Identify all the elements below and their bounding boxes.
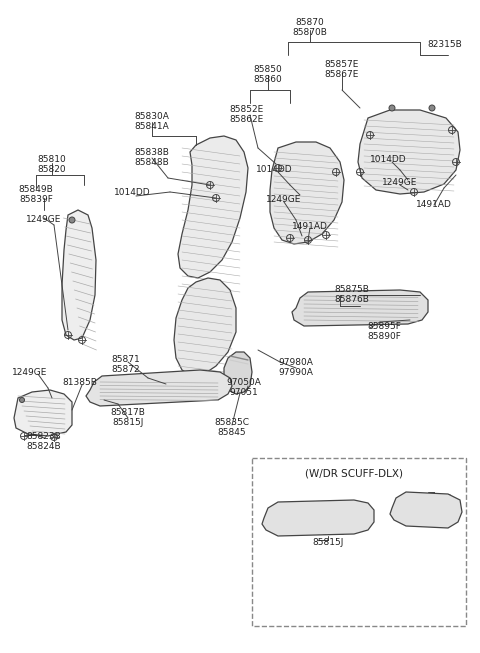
Text: 1249GE: 1249GE (26, 215, 62, 224)
Text: 85895F
85890F: 85895F 85890F (417, 494, 451, 513)
Text: 1249GE: 1249GE (12, 368, 48, 377)
Text: 85835C
85845: 85835C 85845 (215, 418, 250, 438)
Text: 85817B
85815J: 85817B 85815J (110, 408, 145, 428)
Text: 85857E
85867E: 85857E 85867E (325, 60, 359, 80)
Circle shape (20, 398, 24, 402)
Polygon shape (86, 370, 232, 406)
Text: 85817B
85815J: 85817B 85815J (311, 528, 346, 547)
Text: 85870
85870B: 85870 85870B (293, 18, 327, 37)
Text: 85871
85872: 85871 85872 (112, 355, 140, 374)
Text: 85823B
85824B: 85823B 85824B (26, 432, 61, 451)
Text: 81385B: 81385B (62, 378, 97, 387)
Polygon shape (14, 390, 72, 436)
Text: 97050A
97051: 97050A 97051 (227, 378, 262, 398)
Polygon shape (390, 492, 462, 528)
Polygon shape (270, 142, 344, 244)
Text: 85810
85820: 85810 85820 (37, 155, 66, 174)
Text: 82315B: 82315B (428, 40, 462, 49)
Text: 1249GE: 1249GE (266, 195, 302, 204)
Circle shape (69, 217, 75, 223)
Text: (W/DR SCUFF-DLX): (W/DR SCUFF-DLX) (305, 468, 403, 478)
Circle shape (389, 105, 395, 111)
Text: 85850
85860: 85850 85860 (253, 65, 282, 84)
Polygon shape (292, 290, 428, 326)
Bar (252, 458, 466, 626)
Text: 85849B
85839F: 85849B 85839F (19, 185, 53, 204)
Text: 85875B
85876B: 85875B 85876B (335, 285, 370, 304)
Polygon shape (62, 210, 96, 340)
Text: 85830A
85841A: 85830A 85841A (134, 112, 169, 131)
Text: 1014DD: 1014DD (370, 155, 406, 164)
Polygon shape (178, 136, 248, 278)
Text: 1491AD: 1491AD (416, 200, 452, 209)
Polygon shape (224, 352, 252, 394)
Text: 1014DD: 1014DD (114, 188, 150, 197)
Text: 97980A
97990A: 97980A 97990A (278, 358, 313, 377)
Polygon shape (358, 110, 460, 194)
Text: 1014DD: 1014DD (256, 165, 292, 174)
Polygon shape (262, 500, 374, 536)
Circle shape (429, 105, 435, 111)
Text: 85852E
85862E: 85852E 85862E (229, 105, 263, 125)
Polygon shape (174, 278, 236, 376)
Text: 1491AD: 1491AD (292, 222, 328, 231)
Text: 85838B
85848B: 85838B 85848B (134, 148, 169, 167)
Text: 85895F
85890F: 85895F 85890F (367, 322, 401, 342)
Text: 1249GE: 1249GE (382, 178, 418, 187)
